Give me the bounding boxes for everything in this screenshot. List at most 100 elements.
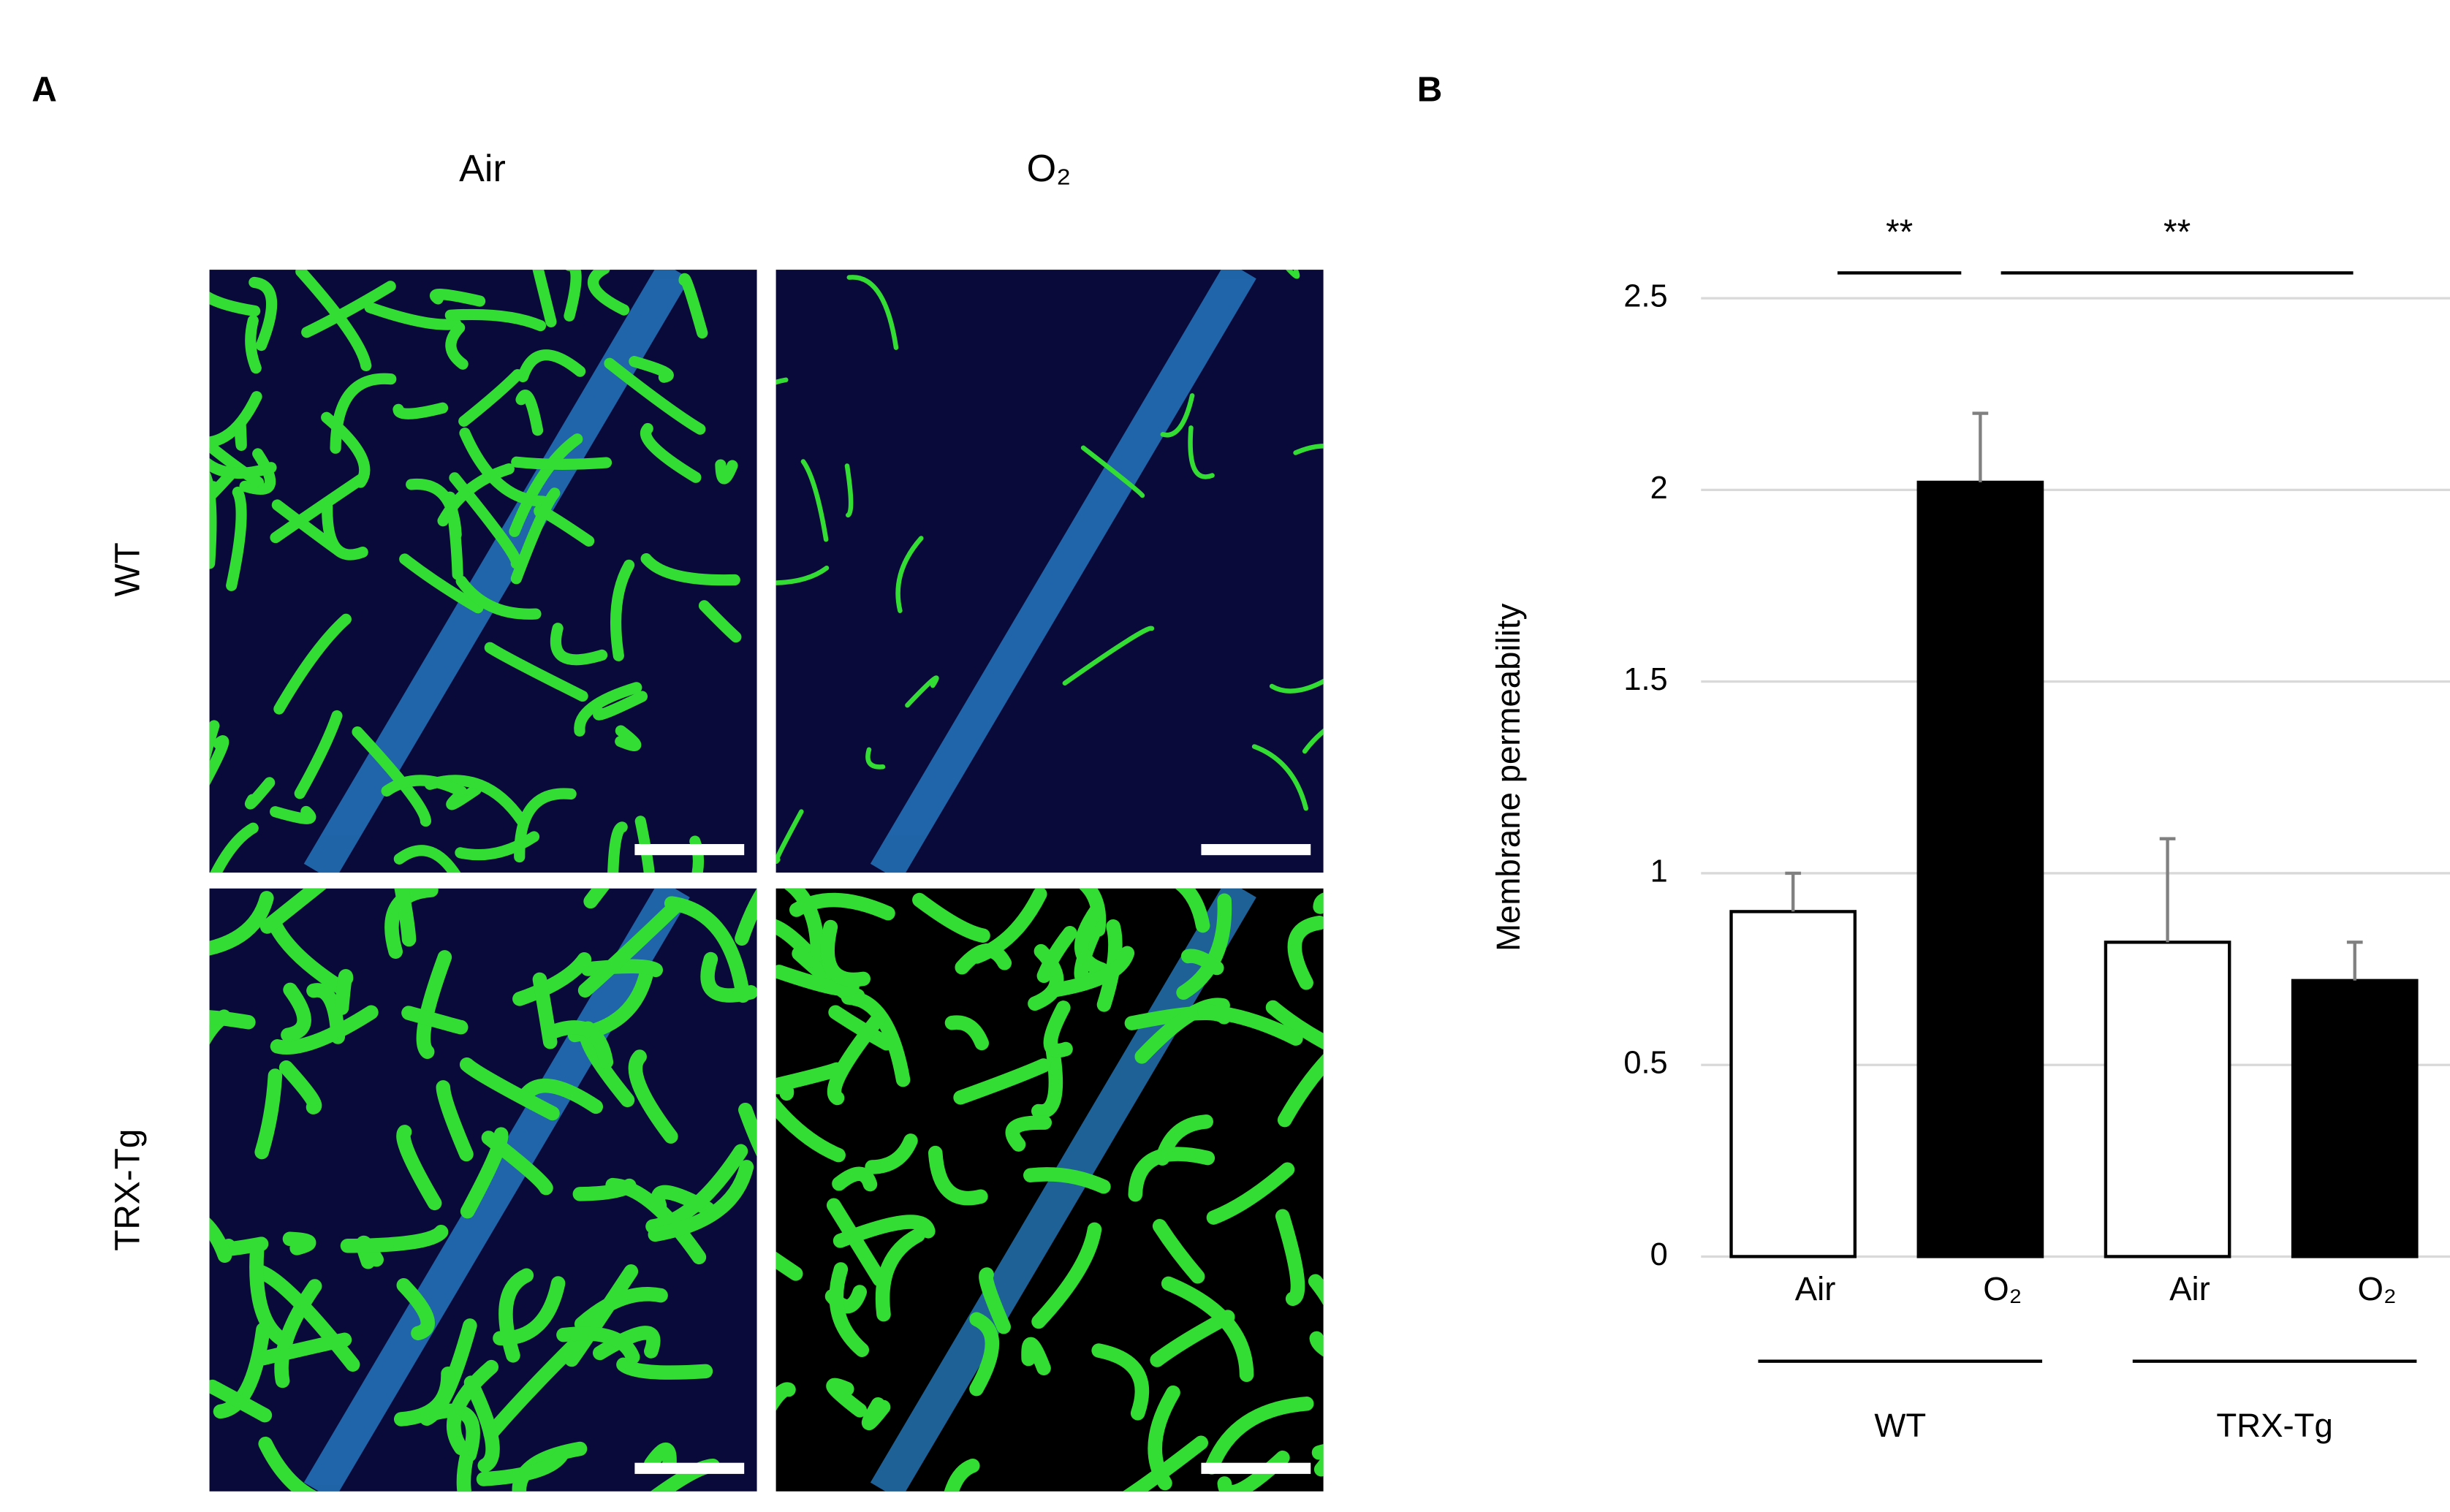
capillary <box>865 1133 918 1174</box>
capillary <box>1176 893 1232 1000</box>
y-tick-label: 1.5 <box>1623 662 1667 697</box>
y-tick-label: 0.5 <box>1623 1046 1667 1081</box>
capillary <box>445 322 469 370</box>
capillary <box>775 1251 803 1281</box>
capillary <box>629 356 674 383</box>
capillary <box>775 1096 846 1163</box>
capillary <box>294 710 343 799</box>
capillary <box>820 919 871 987</box>
capillary <box>384 888 439 959</box>
capillary <box>775 1079 794 1101</box>
capillary <box>905 675 939 708</box>
capillary <box>511 456 612 470</box>
capillary <box>861 1397 891 1431</box>
capillary <box>715 459 738 485</box>
capillary <box>455 831 540 861</box>
capillary <box>833 1215 936 1248</box>
vessels <box>209 888 757 1492</box>
capillary <box>1134 998 1230 1064</box>
group-label: WT <box>1874 1407 1926 1444</box>
capillary <box>829 1262 870 1357</box>
vessels <box>209 270 742 873</box>
capillary <box>399 553 484 614</box>
capillary <box>1023 1167 1111 1194</box>
capillary <box>580 959 664 978</box>
capillary <box>209 720 220 775</box>
vessels <box>775 270 1324 873</box>
capillary <box>259 888 327 934</box>
capillary <box>875 1228 925 1322</box>
capillary <box>455 575 542 620</box>
capillary <box>1197 1004 1303 1046</box>
capillary <box>281 982 311 1043</box>
capillary <box>268 918 350 996</box>
capillary <box>509 433 583 537</box>
capillary <box>334 969 354 1015</box>
capillary <box>605 1177 707 1265</box>
capillary <box>234 419 247 451</box>
column-label: Air <box>459 148 506 190</box>
capillary <box>476 1447 569 1486</box>
capillary <box>1313 892 1324 914</box>
capillary <box>735 888 757 946</box>
capillary <box>447 1359 499 1456</box>
capillary <box>481 1131 553 1196</box>
capillary <box>644 1443 677 1471</box>
y-axis-label: Membrane permeability <box>1490 603 1527 951</box>
large-vessel <box>870 270 1256 873</box>
capillary <box>209 1217 232 1264</box>
large-vessel <box>303 888 690 1492</box>
capillary <box>458 369 523 428</box>
capillary <box>610 559 635 661</box>
capillary <box>498 1268 534 1363</box>
capillary <box>209 1010 256 1030</box>
capillary <box>784 888 825 962</box>
capillary <box>1205 1397 1314 1475</box>
panel-label: A <box>31 71 56 110</box>
capillary <box>628 1049 678 1144</box>
capillary <box>352 726 432 827</box>
capillary <box>393 1366 455 1426</box>
capillary <box>282 1231 316 1255</box>
capillary <box>550 623 608 666</box>
capillary <box>396 1277 435 1341</box>
capillary <box>460 1127 509 1219</box>
capillary <box>209 391 262 448</box>
capillary <box>209 471 217 569</box>
capillary <box>593 691 648 721</box>
capillary <box>1160 393 1195 438</box>
capillary <box>244 777 276 810</box>
capillary <box>664 896 751 1003</box>
capillary <box>1180 949 1224 976</box>
x-tick-label: O₂ <box>1983 1270 2022 1307</box>
capillary <box>577 900 682 998</box>
bar <box>1916 480 2044 1258</box>
y-tick-label: 2 <box>1650 471 1668 506</box>
x-tick-label: Air <box>2169 1270 2210 1307</box>
capillary <box>1148 1385 1180 1491</box>
capillary <box>1031 1222 1102 1329</box>
capillary <box>1062 626 1155 686</box>
row-label: TRX-Tg <box>109 1129 148 1251</box>
capillary <box>1286 270 1300 279</box>
bar <box>2104 941 2231 1258</box>
capillary <box>979 1267 1011 1334</box>
capillary <box>1275 1209 1305 1306</box>
capillary <box>574 682 642 737</box>
capillary <box>295 270 372 372</box>
capillary <box>1287 916 1324 990</box>
capillary <box>1251 744 1308 811</box>
capillary <box>700 951 757 1003</box>
capillary <box>270 805 316 824</box>
significance-label: ** <box>1886 213 1913 252</box>
x-tick-label: Air <box>1795 1270 1836 1307</box>
capillary <box>1311 1444 1324 1477</box>
y-tick-label: 1 <box>1650 854 1668 889</box>
capillary <box>209 891 274 956</box>
capillary <box>698 600 742 643</box>
capillary <box>648 1160 754 1242</box>
capillary <box>401 1006 469 1035</box>
capillary <box>209 457 277 479</box>
capillary <box>1309 1331 1324 1357</box>
capillary <box>846 275 899 350</box>
